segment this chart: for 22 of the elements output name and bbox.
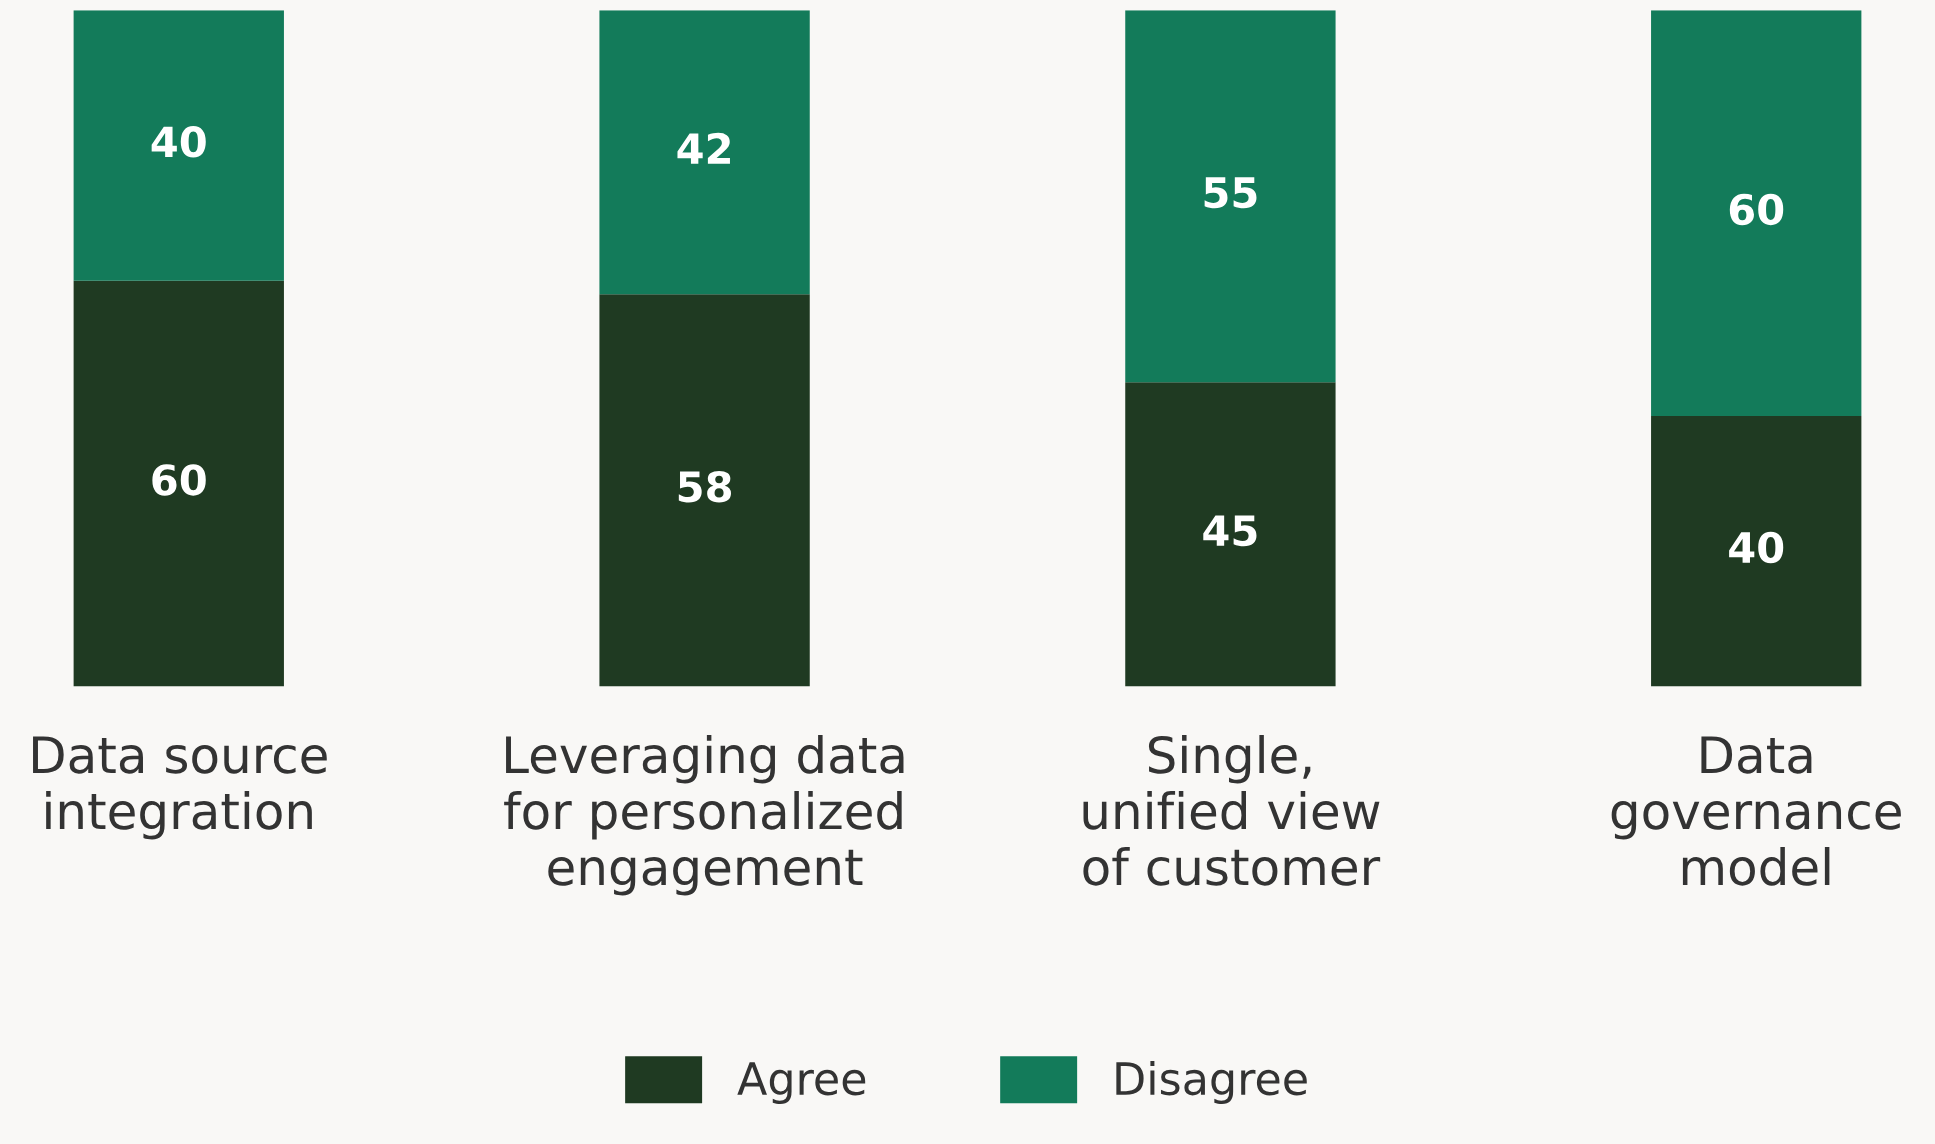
data-label: 58 xyxy=(678,470,731,503)
data-label: 60 xyxy=(1729,193,1784,226)
x-tick-label: Leveraging data for personalized engagement xyxy=(504,735,904,896)
data-label: 42 xyxy=(677,132,730,164)
bar xyxy=(1651,415,1862,687)
bar xyxy=(1651,10,1862,416)
data-label: 60 xyxy=(152,464,206,496)
x-tick-label: Single, unified view of customer xyxy=(1083,735,1381,886)
bar xyxy=(1125,382,1336,687)
bar xyxy=(599,294,810,687)
data-label: 55 xyxy=(1204,177,1257,209)
bar xyxy=(1125,10,1336,383)
data-label: 40 xyxy=(1729,531,1784,564)
bar xyxy=(73,280,284,687)
data-label: 45 xyxy=(1203,515,1257,547)
bar xyxy=(599,10,810,295)
x-tick-label: Data source integration xyxy=(33,736,327,840)
legend-label: Disagree xyxy=(1116,1060,1307,1104)
x-tick-label: Data governance model xyxy=(1611,736,1901,886)
data-label: 40 xyxy=(151,126,206,158)
bar xyxy=(73,10,284,281)
legend-label: Agree xyxy=(737,1062,866,1104)
